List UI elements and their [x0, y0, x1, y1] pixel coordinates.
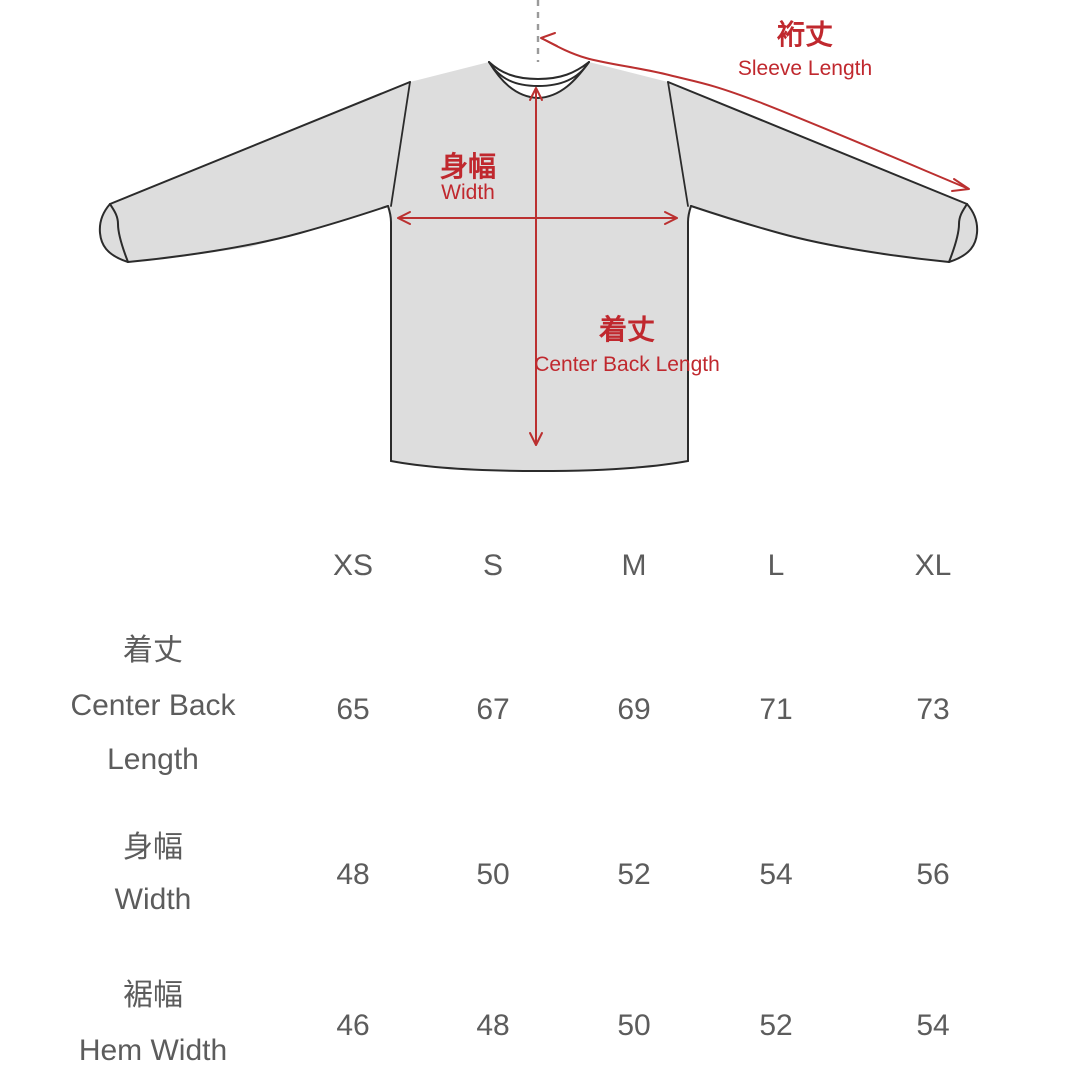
svg-text:L: L: [768, 549, 785, 582]
svg-text:Hem Width: Hem Width: [79, 1034, 227, 1067]
svg-text:裾幅: 裾幅: [123, 979, 183, 1012]
svg-text:Width: Width: [441, 181, 495, 204]
svg-text:Center Back Length: Center Back Length: [534, 353, 720, 376]
svg-text:67: 67: [476, 693, 509, 726]
svg-text:XS: XS: [333, 549, 373, 582]
svg-text:52: 52: [617, 858, 650, 891]
svg-text:M: M: [622, 549, 647, 582]
svg-text:52: 52: [759, 1009, 792, 1042]
svg-text:56: 56: [916, 858, 949, 891]
svg-text:着丈: 着丈: [123, 634, 183, 667]
svg-text:54: 54: [916, 1009, 949, 1042]
svg-text:Length: Length: [107, 743, 199, 776]
svg-text:50: 50: [617, 1009, 650, 1042]
svg-text:46: 46: [336, 1009, 369, 1042]
svg-text:48: 48: [476, 1009, 509, 1042]
svg-text:54: 54: [759, 858, 792, 891]
svg-text:XL: XL: [915, 549, 952, 582]
svg-text:Width: Width: [115, 883, 192, 916]
svg-text:48: 48: [336, 858, 369, 891]
svg-text:S: S: [483, 549, 503, 582]
svg-text:69: 69: [617, 693, 650, 726]
svg-text:73: 73: [916, 693, 949, 726]
svg-text:71: 71: [759, 693, 792, 726]
svg-text:Sleeve Length: Sleeve Length: [738, 57, 872, 80]
svg-text:Center Back: Center Back: [70, 689, 236, 722]
svg-text:身幅: 身幅: [123, 831, 183, 864]
svg-text:裄丈: 裄丈: [776, 19, 833, 50]
svg-text:身幅: 身幅: [440, 150, 496, 182]
svg-text:50: 50: [476, 858, 509, 891]
svg-text:65: 65: [336, 693, 369, 726]
svg-text:着丈: 着丈: [598, 313, 655, 345]
